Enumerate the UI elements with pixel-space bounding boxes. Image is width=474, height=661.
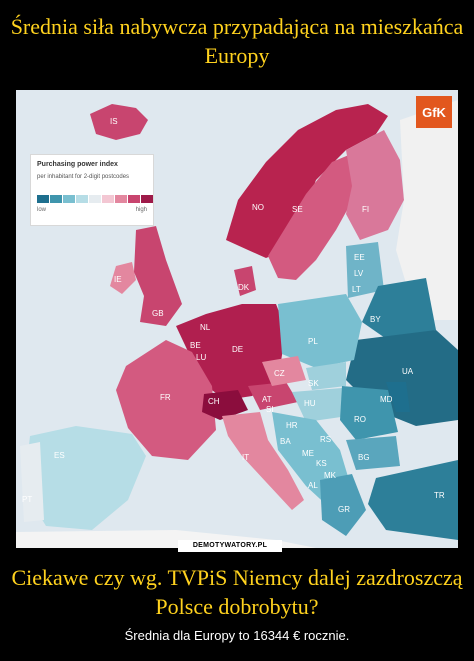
region-is bbox=[90, 104, 148, 140]
region-dk bbox=[234, 266, 256, 296]
region-no bbox=[226, 104, 388, 258]
label-ks: KS bbox=[316, 459, 327, 468]
region-hu bbox=[292, 388, 348, 422]
legend-swatch bbox=[76, 195, 88, 203]
map-svg: IS NO SE FI EE LV LT IE GB DK NL BE LU D… bbox=[16, 90, 458, 548]
region-se bbox=[268, 152, 356, 280]
region-pl bbox=[278, 294, 362, 368]
label-ee: EE bbox=[354, 253, 365, 262]
region-ie bbox=[110, 262, 136, 294]
label-pl: PL bbox=[308, 337, 318, 346]
caption-subtitle: Średnia dla Europy to 16344 € rocznie. bbox=[124, 628, 350, 643]
caption-title: Ciekawe czy wg. TVPiS Niemcy dalej zazdr… bbox=[11, 565, 463, 619]
legend-title: Purchasing power index bbox=[37, 161, 118, 168]
watermark: DEMOTYWATORY.PL bbox=[178, 540, 282, 552]
label-ua: UA bbox=[402, 367, 414, 376]
region-es bbox=[24, 426, 146, 530]
label-de: DE bbox=[232, 345, 243, 354]
label-by: BY bbox=[370, 315, 381, 324]
region-by bbox=[362, 278, 436, 340]
label-ro: RO bbox=[354, 415, 366, 424]
europe-map: IS NO SE FI EE LV LT IE GB DK NL BE LU D… bbox=[16, 90, 458, 548]
legend-color-scale bbox=[37, 195, 153, 203]
label-se: SE bbox=[292, 205, 303, 214]
legend-swatch bbox=[128, 195, 140, 203]
label-lu: LU bbox=[196, 353, 206, 362]
label-sk: SK bbox=[308, 379, 319, 388]
region-tr bbox=[368, 460, 458, 540]
label-al: AL bbox=[308, 481, 318, 490]
label-md: MD bbox=[380, 395, 393, 404]
region-baltics bbox=[346, 242, 384, 298]
region-cz bbox=[262, 356, 306, 386]
legend-swatch bbox=[37, 195, 49, 203]
label-mk: MK bbox=[324, 471, 337, 480]
label-ch: CH bbox=[208, 397, 220, 406]
label-lt: LT bbox=[352, 285, 361, 294]
label-tr: TR bbox=[434, 491, 445, 500]
label-it: IT bbox=[242, 453, 249, 462]
label-is: IS bbox=[110, 117, 118, 126]
region-ro bbox=[340, 386, 398, 440]
region-sk bbox=[306, 362, 346, 390]
region-fr bbox=[116, 340, 216, 460]
label-ie: IE bbox=[114, 275, 122, 284]
legend-swatch bbox=[102, 195, 114, 203]
legend-swatch bbox=[89, 195, 101, 203]
region-fi bbox=[346, 130, 404, 240]
label-be: BE bbox=[190, 341, 201, 350]
region-gb bbox=[134, 226, 182, 326]
map-legend: Purchasing power index per inhabitant fo… bbox=[30, 154, 154, 226]
region-ch bbox=[202, 390, 248, 420]
region-gr bbox=[320, 474, 366, 536]
label-hr: HR bbox=[286, 421, 298, 430]
label-bg: BG bbox=[358, 453, 370, 462]
label-at: AT bbox=[262, 395, 272, 404]
label-gr: GR bbox=[338, 505, 350, 514]
legend-swatch bbox=[50, 195, 62, 203]
label-fr: FR bbox=[160, 393, 171, 402]
label-no: NO bbox=[252, 203, 264, 212]
region-bg bbox=[346, 436, 400, 470]
region-ru bbox=[396, 100, 458, 320]
legend-swatch bbox=[141, 195, 153, 203]
label-cz: CZ bbox=[274, 369, 285, 378]
label-hu: HU bbox=[304, 399, 316, 408]
legend-swatch bbox=[63, 195, 75, 203]
label-nl: NL bbox=[200, 323, 211, 332]
legend-subtitle: per inhabitant for 2-digit postcodes bbox=[37, 174, 130, 180]
gfk-logo: GfK bbox=[416, 96, 452, 128]
label-rs: RS bbox=[320, 435, 331, 444]
region-at bbox=[248, 382, 298, 410]
legend-low-label: low bbox=[37, 207, 47, 213]
label-dk: DK bbox=[238, 283, 250, 292]
label-fi: FI bbox=[362, 205, 369, 214]
label-me: ME bbox=[302, 449, 314, 458]
region-it bbox=[222, 412, 304, 510]
legend-high-label: high bbox=[135, 207, 147, 213]
label-ba: BA bbox=[280, 437, 291, 446]
region-pt bbox=[20, 442, 44, 522]
legend-swatch bbox=[115, 195, 127, 203]
label-gb: GB bbox=[152, 309, 164, 318]
label-si: SI bbox=[266, 405, 274, 414]
label-es: ES bbox=[54, 451, 65, 460]
label-lv: LV bbox=[354, 269, 364, 278]
region-md bbox=[386, 382, 410, 412]
page-title: Średnia siła nabywcza przypadająca na mi… bbox=[10, 14, 464, 68]
label-pt: PT bbox=[22, 495, 32, 504]
